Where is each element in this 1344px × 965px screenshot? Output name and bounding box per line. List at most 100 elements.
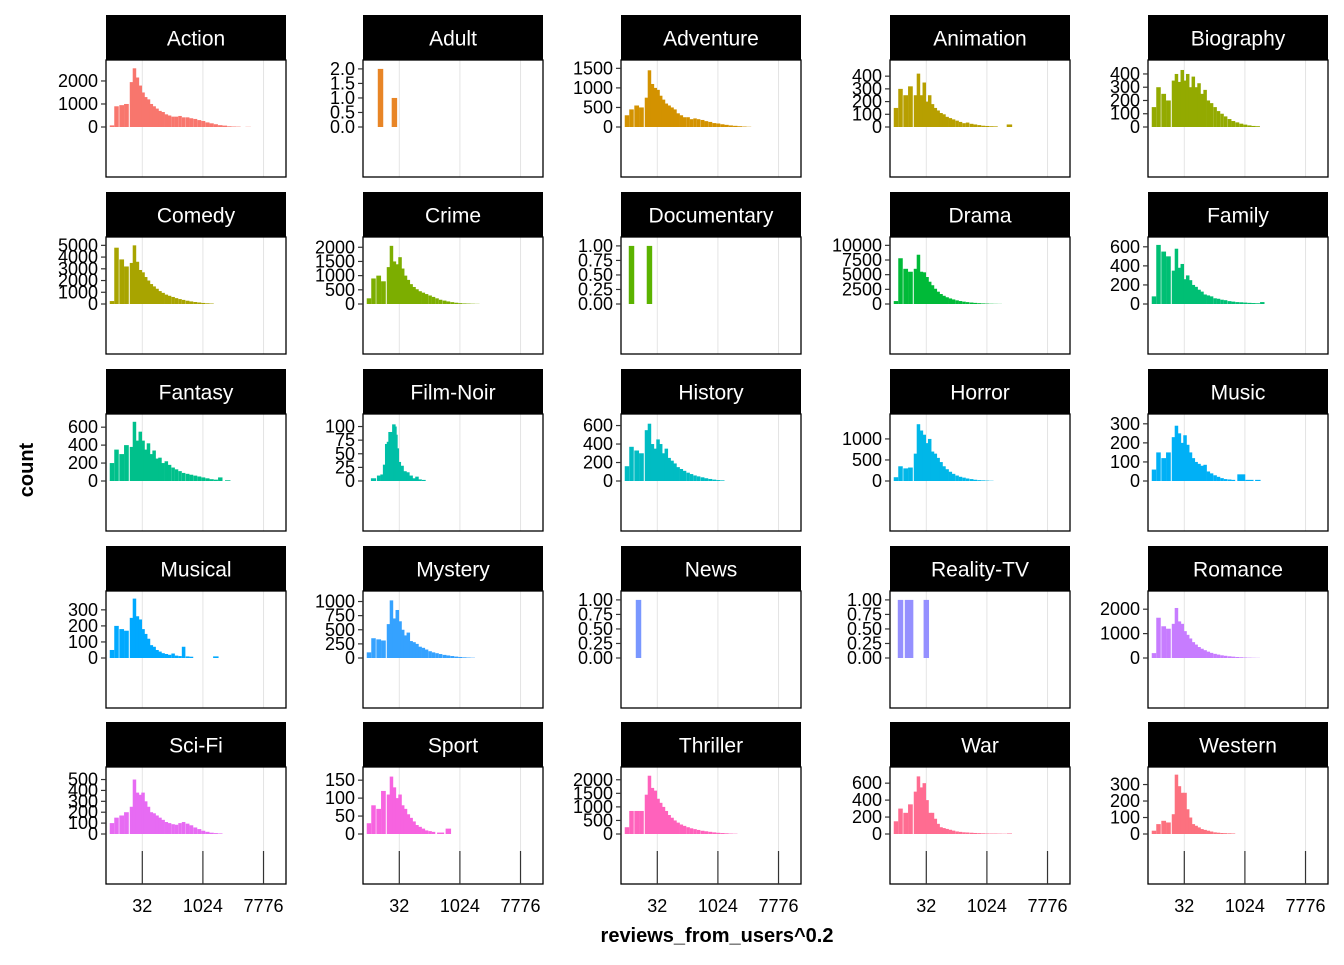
histogram-bar [903, 468, 908, 481]
histogram-bar [168, 296, 172, 304]
histogram-bar [989, 126, 993, 127]
histogram-bar [683, 471, 687, 481]
histogram-bar [697, 119, 701, 127]
histogram-bar [171, 468, 175, 481]
histogram-bar [952, 474, 956, 481]
histogram-bar [708, 479, 712, 481]
histogram-bar [716, 123, 720, 127]
facet-strip-label: Family [1207, 205, 1269, 228]
histogram-bar [124, 812, 129, 834]
histogram-bar [1207, 295, 1211, 304]
histogram-bar [712, 832, 716, 834]
histogram-bar [1203, 465, 1207, 481]
histogram-bar [462, 303, 466, 304]
y-tick-label: 0 [1130, 648, 1140, 668]
histogram-bar [425, 294, 429, 304]
y-tick-label: 500 [68, 770, 98, 790]
histogram-bar [647, 246, 652, 304]
histogram-bar [182, 822, 186, 834]
histogram-bar [114, 450, 119, 481]
histogram-bar [415, 644, 419, 658]
histogram-bar [158, 111, 162, 127]
histogram-bar [683, 117, 687, 127]
histogram-bar [686, 827, 690, 834]
histogram-bar [1203, 650, 1207, 658]
histogram-bar [377, 476, 381, 481]
histogram-bar [392, 98, 397, 127]
histogram-bar [428, 295, 432, 304]
histogram-bar [1156, 87, 1161, 127]
histogram-bar [1207, 831, 1211, 834]
histogram-bar [908, 468, 913, 481]
histogram-bar [1224, 116, 1228, 127]
y-tick-label: 2000 [315, 237, 355, 257]
histogram-bar [450, 656, 454, 658]
histogram-bar [371, 638, 376, 658]
histogram-bar [981, 303, 985, 304]
histogram-bar [175, 298, 179, 304]
histogram-bar [205, 478, 209, 481]
facet-strip-label: Musical [160, 559, 231, 582]
histogram-bar [1228, 119, 1232, 127]
histogram-bar [165, 461, 169, 481]
histogram-bar [171, 654, 175, 658]
histogram-bar [680, 469, 684, 481]
y-tick-label: 200 [583, 453, 613, 473]
histogram-bar [1243, 303, 1247, 304]
histogram-bar [114, 818, 119, 834]
histogram-bar [639, 107, 644, 127]
histogram-bar [924, 600, 929, 658]
x-tick-label: 7776 [243, 896, 283, 916]
histogram-bar [673, 463, 677, 481]
histogram-bar [981, 480, 985, 481]
histogram-bar [376, 809, 381, 834]
histogram-bar [186, 474, 190, 481]
histogram-bar [1235, 657, 1239, 658]
x-tick-label: 1024 [698, 896, 738, 916]
histogram-bar [225, 480, 230, 481]
histogram-bar [697, 476, 701, 481]
histogram-bar [376, 639, 381, 658]
histogram-bar [690, 474, 694, 481]
histogram-bar [1210, 103, 1214, 127]
histogram-bar [959, 301, 963, 304]
histogram-bar [1156, 452, 1161, 481]
histogram-bar [738, 126, 743, 127]
histogram-bar [418, 827, 422, 834]
y-tick-label: 0 [603, 117, 613, 137]
histogram-bar [1245, 480, 1253, 481]
histogram-bar [178, 823, 182, 834]
histogram-bar [634, 105, 639, 127]
histogram-bar [945, 469, 949, 481]
histogram-bar [432, 832, 436, 834]
histogram-bar [197, 120, 201, 127]
histogram-bar [973, 480, 977, 481]
histogram-bar [182, 473, 186, 481]
histogram-bar [1220, 114, 1224, 127]
histogram-bar [432, 297, 436, 304]
histogram-bar [205, 832, 209, 834]
histogram-bar [171, 297, 175, 304]
histogram-bar [690, 828, 694, 834]
histogram-bar [439, 654, 443, 658]
histogram-bar [894, 108, 899, 127]
histogram-bar [704, 478, 708, 481]
histogram-bar [186, 117, 190, 127]
histogram-bar [443, 655, 447, 658]
histogram-bar [175, 656, 179, 658]
histogram-bar [446, 301, 450, 304]
histogram-bar [1220, 833, 1224, 834]
histogram-bar [966, 832, 970, 834]
histogram-bar [952, 119, 956, 127]
histogram-bar [981, 126, 985, 127]
histogram-bar [223, 126, 228, 127]
histogram-bar [973, 303, 977, 304]
histogram-bar [446, 655, 450, 658]
y-tick-label: 400 [1110, 256, 1140, 276]
histogram-bar [955, 121, 959, 127]
